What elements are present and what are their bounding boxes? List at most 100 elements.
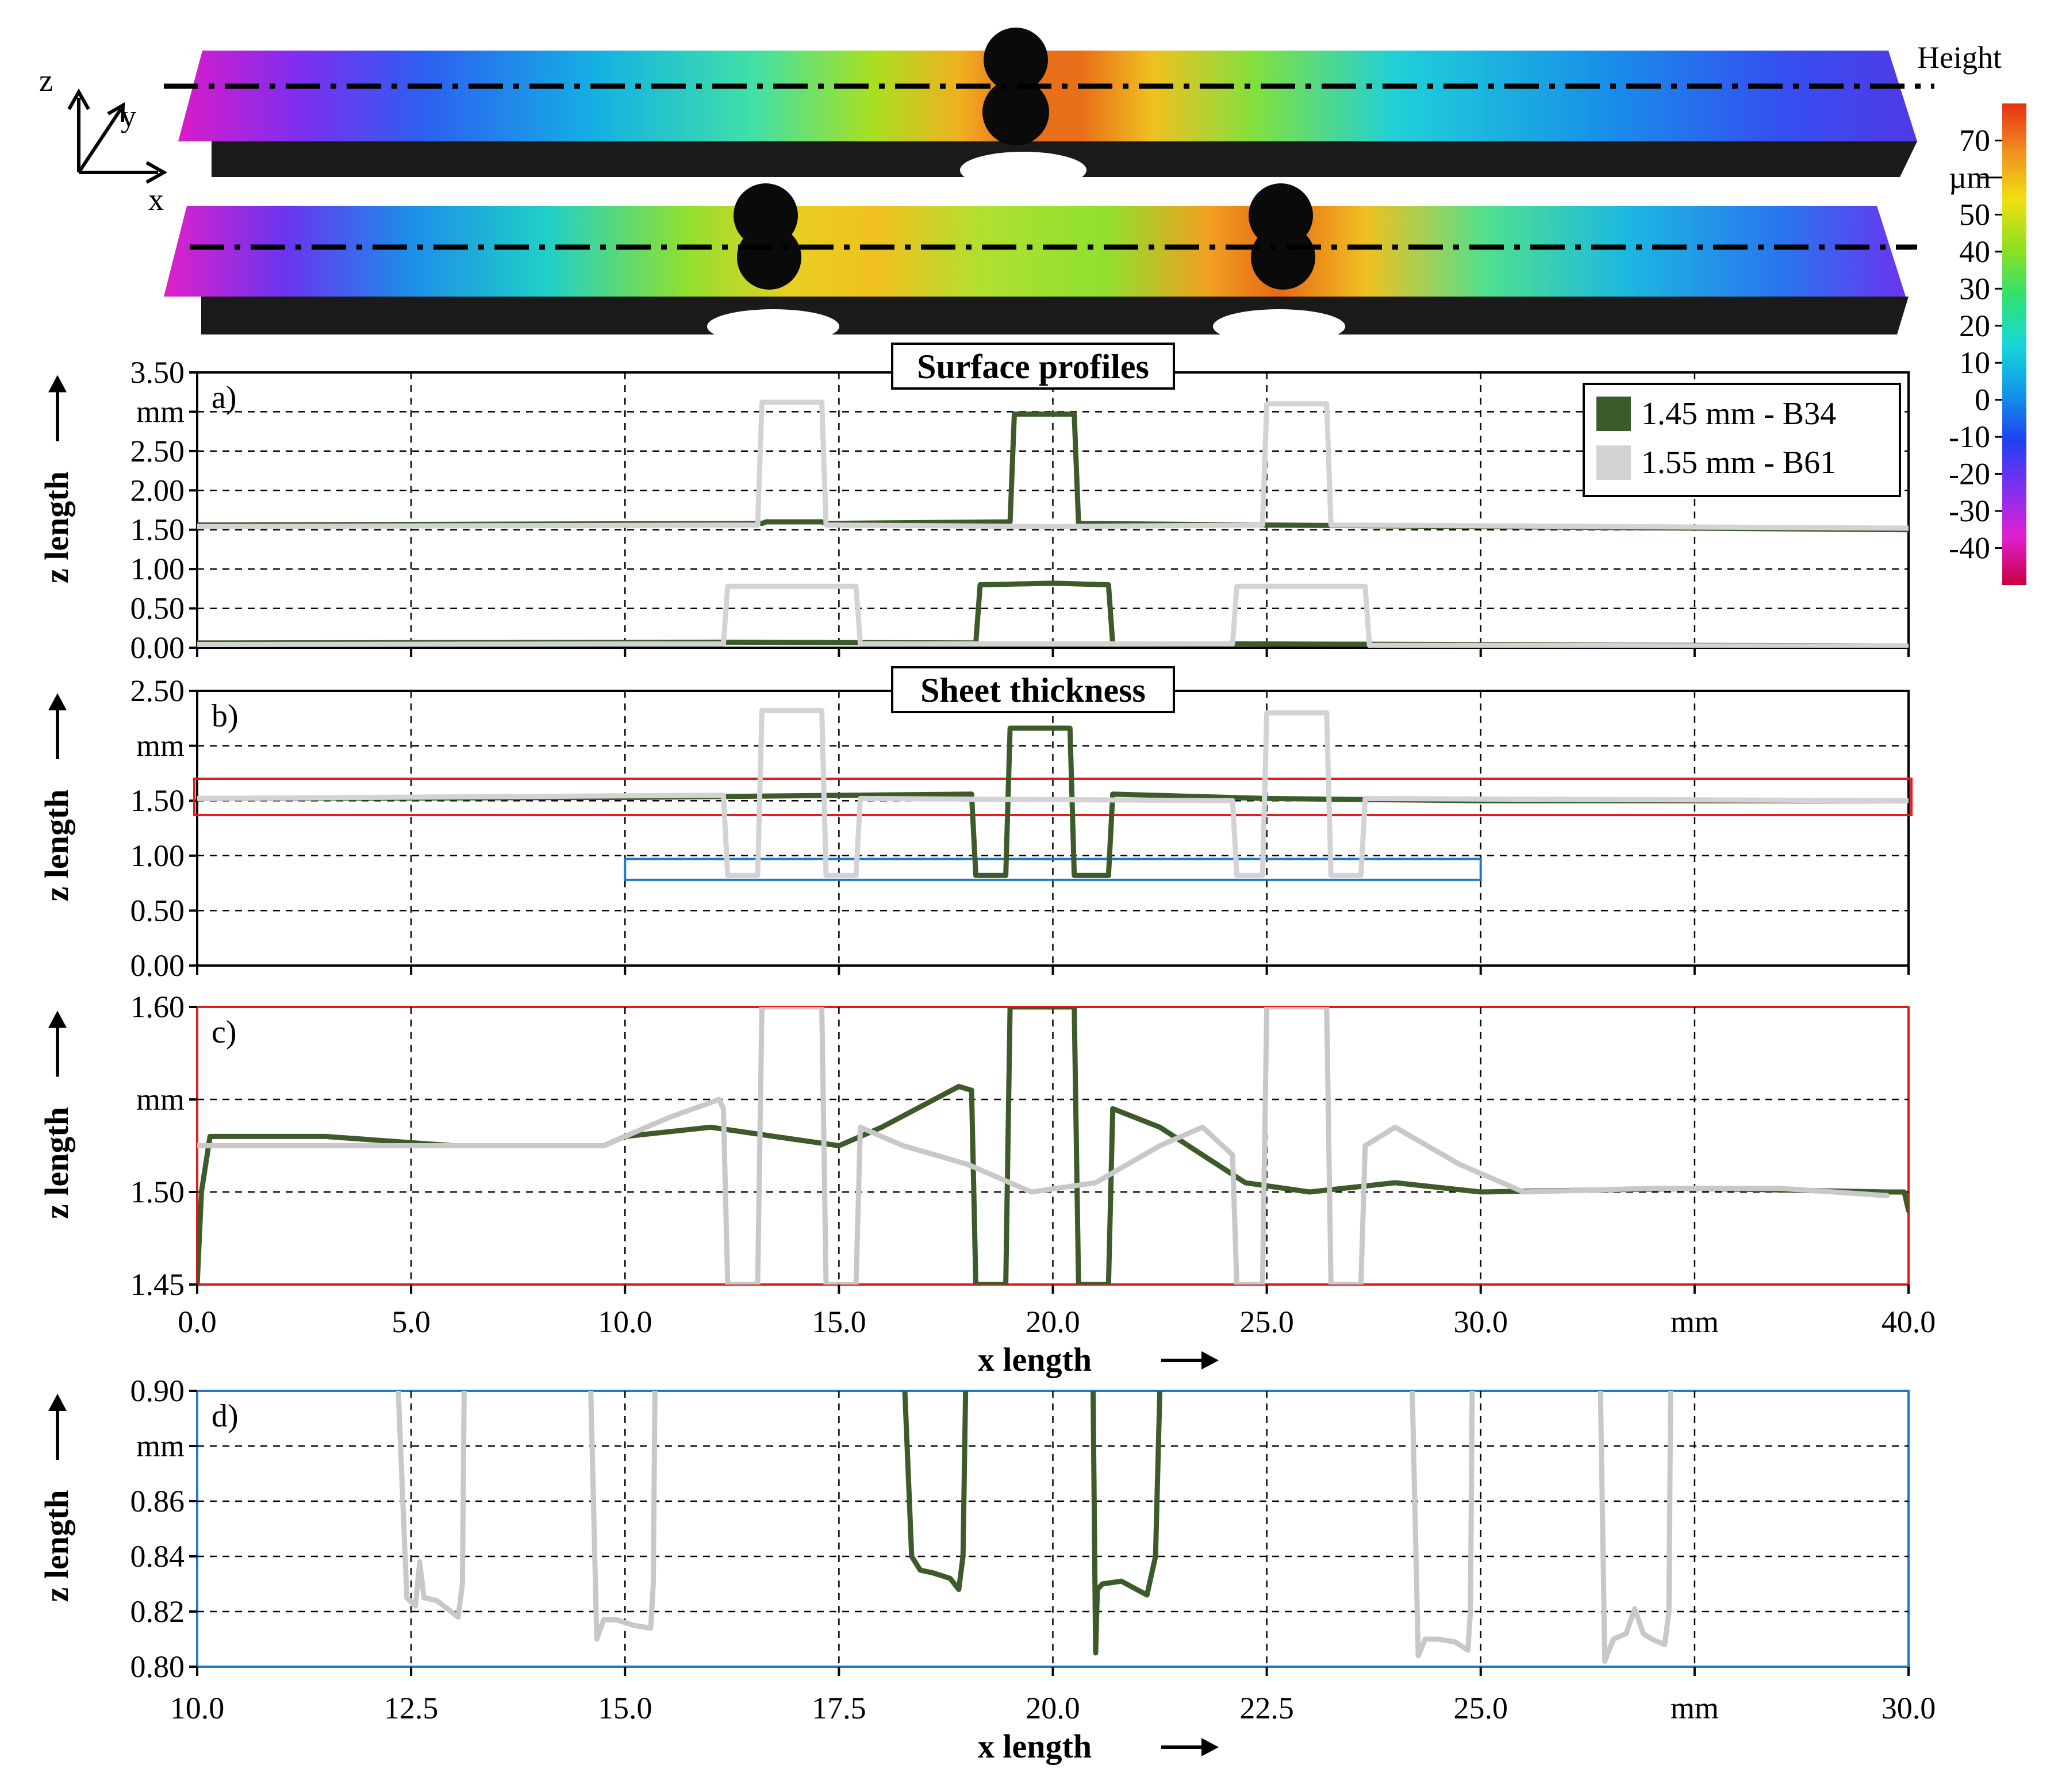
x-tick-label: 12.5 [384, 1691, 439, 1725]
weld-contact-arc [1213, 309, 1345, 344]
colorbar-tick-label: 30 [1959, 271, 1990, 306]
legend-entry: 1.55 mm - B61 [1641, 445, 1836, 480]
series-line-b61 [197, 399, 1909, 531]
x-tick-label: 15.0 [598, 1691, 652, 1725]
zoom-region-blue [624, 857, 1482, 881]
legend-entry: 1.45 mm - B34 [1641, 396, 1836, 432]
x-tick-label: 30.0 [1454, 1305, 1508, 1339]
y-axis-label: z length [38, 471, 75, 583]
x-tick-label: 25.0 [1454, 1691, 1508, 1725]
x-axis-label: x length [978, 1341, 1092, 1378]
x-tick-label: 20.0 [1026, 1691, 1080, 1725]
y-axis-label-group: z length [38, 1394, 75, 1602]
axis-label-z: z [39, 63, 53, 98]
scan-strip-2-base [201, 297, 1909, 334]
weld-spot [982, 79, 1049, 145]
panel-label: b) [212, 698, 239, 734]
scan-strip-2-surface [164, 206, 1906, 297]
colorbar-tick-label: -10 [1949, 420, 1990, 454]
y-tick-label: 1.50 [130, 783, 185, 818]
y-tick-label: mm [136, 394, 185, 429]
weld-spot [984, 28, 1048, 92]
y-tick-label: 2.50 [130, 434, 185, 468]
series-line-b61 [1598, 1391, 1673, 1664]
panel-title-box [891, 343, 1175, 390]
scan-strip-1-surface [178, 51, 1917, 141]
colorbar-tick-label: 70 [1959, 123, 1990, 157]
series-line-b34 [1091, 1391, 1163, 1656]
chart-panel-3: 0.0 5.0 10.0 15.0 20.0 25.0 30.0 mm 40.0 1.45 1.50… [38, 990, 1936, 1378]
colorbar-tick-label: 10 [1959, 345, 1990, 380]
y-tick-label: 0.82 [130, 1594, 185, 1629]
y-tick-label: 0.80 [130, 1649, 185, 1684]
y-axis-arrowhead-icon [48, 1394, 67, 1411]
series-group [197, 707, 1909, 878]
chart-panel-1: 0.00 0.50 1.00 1.50 2.00 2.50 mm 3.50 a) Surface … [38, 343, 1910, 665]
x-tick-label: 5.0 [391, 1305, 431, 1339]
y-tick-label: 0.90 [130, 1374, 185, 1408]
y-tick-label: 3.50 [130, 355, 185, 390]
x-tick-label: 30.0 [1882, 1691, 1936, 1725]
x-tick-label: 0.0 [178, 1305, 217, 1339]
x-tick-label: mm [1671, 1691, 1719, 1725]
y-tick-label: 1.50 [130, 513, 185, 547]
colorbar-unit: µm [1949, 160, 1991, 195]
coordinate-axes-icon [67, 88, 168, 184]
x-tick-label: 10.0 [170, 1691, 225, 1725]
colorbar-tick-label: -20 [1949, 457, 1990, 491]
y-axis-arrowhead-icon [48, 1010, 67, 1028]
series-group [197, 1007, 1909, 1285]
weld-spot [737, 225, 801, 290]
series-line-b61 [1410, 1391, 1475, 1659]
x-tick-label: 25.0 [1239, 1305, 1294, 1339]
x-tick-label: 15.0 [812, 1305, 866, 1339]
colorbar-tick-label: 50 [1959, 197, 1990, 232]
y-axis-arrowhead-icon [48, 375, 67, 393]
series-line-b61 [588, 1391, 658, 1642]
y-axis-label-group: z length [38, 375, 75, 583]
legend: 1.45 mm - B34 1.55 mm - B61 [1583, 383, 1901, 497]
y-tick-label: 2.00 [130, 473, 185, 507]
y-tick-label: 0.00 [130, 948, 185, 983]
x-axis-arrowhead-icon [1201, 1738, 1219, 1756]
series-line-b61 [197, 707, 1909, 878]
x-tick-label: 10.0 [598, 1305, 652, 1339]
weld-spot [1251, 225, 1315, 290]
panel-label: d) [212, 1398, 239, 1434]
x-tick-label: 40.0 [1882, 1305, 1936, 1339]
colorbar-bar [2002, 103, 2026, 585]
colorbar-tick-label: 40 [1959, 234, 1990, 269]
y-tick-label: 1.00 [130, 839, 185, 873]
axis-label-y: y [121, 99, 136, 133]
y-tick-label: 1.50 [130, 1175, 185, 1209]
y-tick-label: 0.86 [130, 1484, 185, 1518]
y-axis-label: z length [38, 1490, 75, 1602]
series-group [396, 1391, 1673, 1664]
series-line-b34 [902, 1391, 969, 1593]
y-tick-label: 2.50 [130, 674, 185, 708]
colorbar-tick-label: -40 [1949, 531, 1990, 566]
y-tick-label: 1.00 [130, 552, 185, 586]
y-tick-label: 0.84 [130, 1539, 185, 1574]
panel-title: Surface profiles [917, 348, 1149, 386]
y-tick-label: mm [136, 1082, 185, 1117]
colorbar-tick-label: 20 [1959, 309, 1990, 343]
series-group [197, 399, 1909, 648]
series-line-b61 [396, 1391, 467, 1620]
x-axis-arrowhead-icon [1201, 1351, 1219, 1370]
y-tick-label: 0.00 [130, 630, 185, 665]
y-tick-label: mm [136, 729, 185, 763]
y-axis-label: z length [38, 1107, 75, 1219]
colorbar-tick-label: 0 [1975, 383, 1990, 417]
series-line-b61 [197, 583, 1909, 648]
scan-image: z y x [39, 28, 1934, 344]
y-tick-label: mm [136, 1429, 185, 1463]
legend-swatch [1596, 397, 1631, 431]
panel-label: a) [212, 380, 237, 416]
y-axis-arrowhead-icon [48, 693, 67, 710]
x-tick-label: 22.5 [1239, 1691, 1294, 1725]
panel-title-box [891, 666, 1175, 713]
panel-title: Sheet thickness [920, 671, 1146, 709]
